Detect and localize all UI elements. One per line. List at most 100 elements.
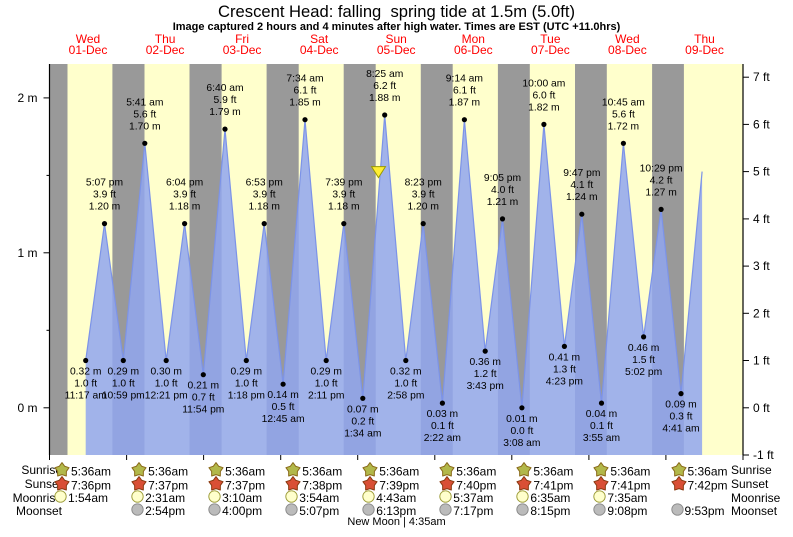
svg-text:2 ft: 2 ft — [753, 306, 770, 320]
svg-text:0.46 m: 0.46 m — [628, 343, 659, 354]
svg-text:3.9 ft: 3.9 ft — [93, 190, 116, 201]
svg-text:10:29 pm: 10:29 pm — [640, 163, 683, 174]
svg-text:4.1 ft: 4.1 ft — [570, 180, 593, 191]
svg-text:0.29 m: 0.29 m — [231, 367, 262, 378]
svg-text:6.1 ft: 6.1 ft — [453, 86, 476, 97]
svg-text:1.85 m: 1.85 m — [289, 98, 320, 109]
svg-text:0.0 ft: 0.0 ft — [510, 426, 533, 437]
svg-text:1 m: 1 m — [17, 246, 37, 260]
svg-text:1.18 m: 1.18 m — [169, 202, 200, 213]
svg-text:5:07 pm: 5:07 pm — [86, 178, 123, 189]
svg-text:0.5 ft: 0.5 ft — [272, 402, 295, 413]
svg-text:5:41 am: 5:41 am — [126, 97, 163, 108]
svg-text:11:17 am: 11:17 am — [65, 391, 107, 402]
svg-text:6:40 am: 6:40 am — [206, 83, 243, 94]
svg-text:3:43 pm: 3:43 pm — [467, 381, 504, 392]
svg-text:1.18 m: 1.18 m — [328, 202, 359, 213]
svg-text:1.5 ft: 1.5 ft — [632, 355, 655, 366]
svg-text:1.0 ft: 1.0 ft — [394, 379, 417, 390]
svg-text:1:18 pm: 1:18 pm — [228, 391, 265, 402]
svg-text:1.18 m: 1.18 m — [248, 202, 279, 213]
svg-text:5.6 ft: 5.6 ft — [133, 109, 156, 120]
svg-text:0.7 ft: 0.7 ft — [192, 393, 215, 404]
svg-text:0.2 ft: 0.2 ft — [351, 416, 374, 427]
svg-text:1.70 m: 1.70 m — [129, 121, 160, 132]
svg-text:6:53 pm: 6:53 pm — [246, 178, 283, 189]
svg-text:3:55 am: 3:55 am — [583, 433, 620, 444]
svg-text:1.0 ft: 1.0 ft — [235, 379, 258, 390]
svg-text:0.32 m: 0.32 m — [70, 367, 101, 378]
svg-text:5.9 ft: 5.9 ft — [214, 95, 237, 106]
svg-text:1.82 m: 1.82 m — [528, 102, 559, 113]
svg-text:1.0 ft: 1.0 ft — [155, 379, 178, 390]
svg-text:0.32 m: 0.32 m — [390, 367, 421, 378]
svg-text:0.09 m: 0.09 m — [665, 400, 696, 411]
svg-text:1.20 m: 1.20 m — [89, 202, 120, 213]
svg-text:9:14 am: 9:14 am — [446, 74, 483, 85]
svg-text:10:59 pm: 10:59 pm — [102, 391, 145, 402]
svg-text:3.9 ft: 3.9 ft — [253, 190, 276, 201]
svg-text:-1 ft: -1 ft — [753, 448, 774, 462]
svg-text:11:54 pm: 11:54 pm — [182, 405, 224, 416]
svg-text:4:23 pm: 4:23 pm — [546, 376, 583, 387]
svg-text:4:41 am: 4:41 am — [662, 424, 699, 435]
svg-text:10:00 am: 10:00 am — [522, 78, 565, 89]
svg-text:8:23 pm: 8:23 pm — [405, 178, 442, 189]
svg-text:1.27 m: 1.27 m — [645, 187, 676, 198]
svg-text:0.3 ft: 0.3 ft — [670, 412, 693, 423]
svg-text:0.07 m: 0.07 m — [347, 404, 378, 415]
svg-text:0.21 m: 0.21 m — [188, 381, 219, 392]
svg-text:1.0 ft: 1.0 ft — [112, 379, 135, 390]
svg-text:6.0 ft: 6.0 ft — [532, 90, 555, 101]
svg-text:1.24 m: 1.24 m — [566, 192, 597, 203]
svg-text:4 ft: 4 ft — [753, 212, 770, 226]
svg-text:9:47 pm: 9:47 pm — [563, 168, 600, 179]
svg-text:0.41 m: 0.41 m — [549, 352, 580, 363]
svg-text:2 m: 2 m — [17, 91, 37, 105]
svg-text:6.2 ft: 6.2 ft — [373, 81, 396, 92]
svg-text:1.3 ft: 1.3 ft — [553, 364, 576, 375]
svg-text:1 ft: 1 ft — [753, 354, 770, 368]
svg-text:3:08 am: 3:08 am — [503, 438, 540, 449]
svg-text:7 ft: 7 ft — [753, 70, 770, 84]
svg-text:3 ft: 3 ft — [753, 259, 770, 273]
svg-text:2:58 pm: 2:58 pm — [387, 391, 424, 402]
svg-text:0.29 m: 0.29 m — [108, 367, 139, 378]
svg-text:12:21 pm: 12:21 pm — [145, 391, 188, 402]
svg-text:5 ft: 5 ft — [753, 165, 770, 179]
svg-text:0 m: 0 m — [17, 401, 37, 415]
svg-text:2:11 pm: 2:11 pm — [308, 391, 344, 402]
svg-text:0.01 m: 0.01 m — [506, 414, 537, 425]
svg-text:0.36 m: 0.36 m — [469, 357, 500, 368]
svg-text:1.2 ft: 1.2 ft — [474, 369, 497, 380]
svg-text:12:45 am: 12:45 am — [262, 414, 305, 425]
svg-text:2:22 am: 2:22 am — [424, 433, 461, 444]
svg-text:6.1 ft: 6.1 ft — [294, 86, 317, 97]
svg-text:3.9 ft: 3.9 ft — [173, 190, 196, 201]
svg-text:10:45 am: 10:45 am — [602, 97, 645, 108]
svg-text:6 ft: 6 ft — [753, 117, 770, 131]
svg-text:1.72 m: 1.72 m — [608, 121, 639, 132]
svg-text:1:34 am: 1:34 am — [344, 428, 381, 439]
svg-text:0.30 m: 0.30 m — [150, 367, 181, 378]
svg-text:1.20 m: 1.20 m — [407, 202, 438, 213]
svg-text:6:04 pm: 6:04 pm — [166, 178, 203, 189]
svg-text:0.03 m: 0.03 m — [427, 409, 458, 420]
svg-text:0.14 m: 0.14 m — [267, 390, 298, 401]
svg-text:1.87 m: 1.87 m — [449, 98, 480, 109]
svg-text:3.9 ft: 3.9 ft — [332, 190, 355, 201]
svg-text:5:02 pm: 5:02 pm — [625, 367, 662, 378]
svg-text:0.04 m: 0.04 m — [586, 409, 617, 420]
svg-text:0.1 ft: 0.1 ft — [590, 421, 613, 432]
svg-text:4.2 ft: 4.2 ft — [650, 175, 673, 186]
svg-text:1.88 m: 1.88 m — [369, 93, 400, 104]
svg-text:5.6 ft: 5.6 ft — [612, 109, 635, 120]
svg-text:7:34 am: 7:34 am — [286, 74, 323, 85]
svg-text:4.0 ft: 4.0 ft — [491, 185, 514, 196]
svg-text:8:25 am: 8:25 am — [366, 69, 403, 80]
svg-text:1.79 m: 1.79 m — [209, 107, 240, 118]
svg-text:7:39 pm: 7:39 pm — [325, 178, 362, 189]
svg-text:3.9 ft: 3.9 ft — [412, 190, 435, 201]
svg-text:0.1 ft: 0.1 ft — [431, 421, 454, 432]
svg-text:1.0 ft: 1.0 ft — [315, 379, 338, 390]
